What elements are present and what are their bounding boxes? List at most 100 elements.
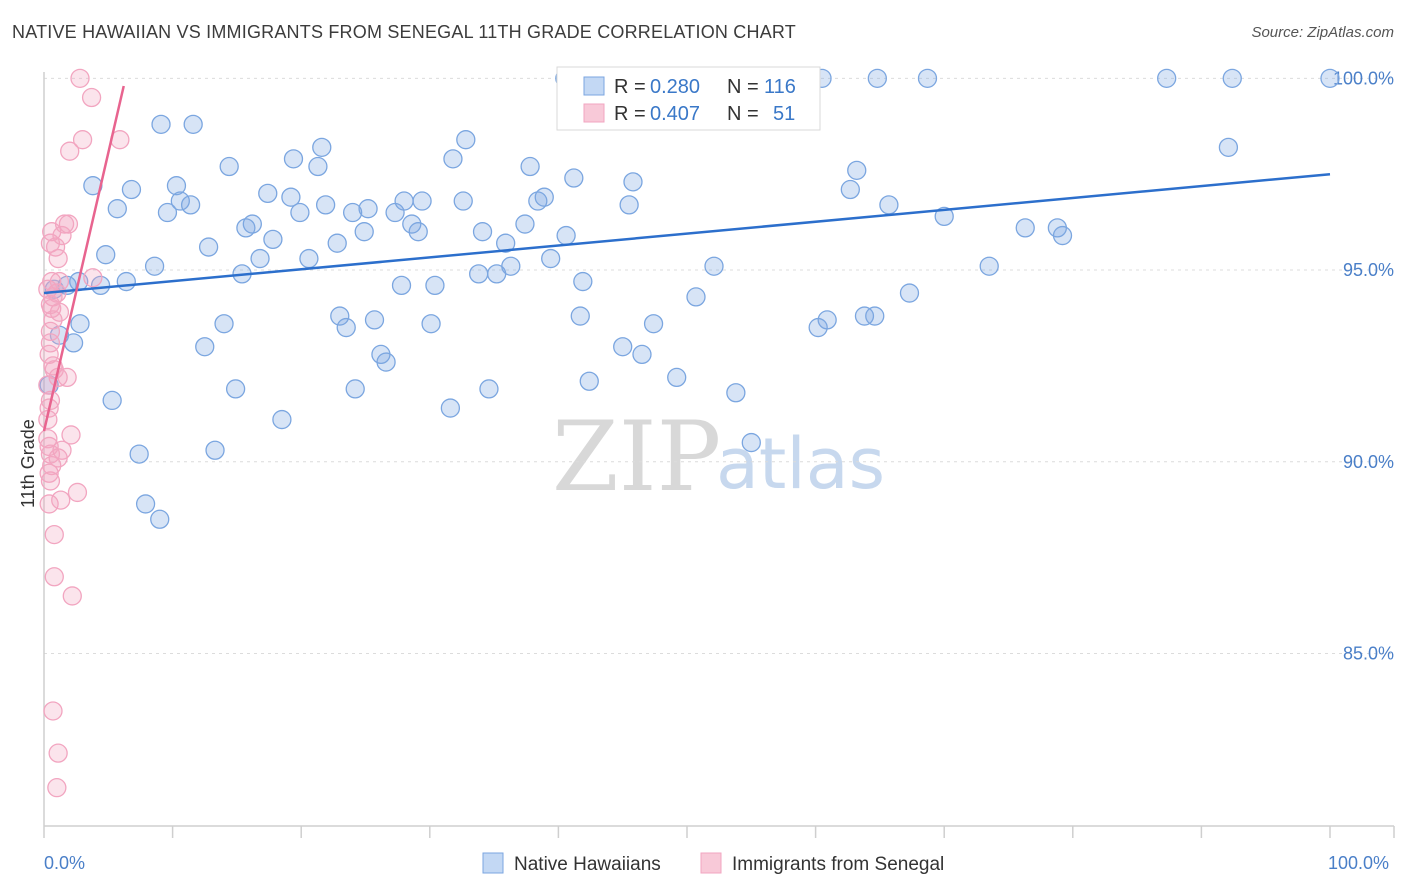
native-hawaiian-point-9 bbox=[96, 245, 116, 265]
native-hawaiian-point-4 bbox=[63, 333, 84, 353]
native-hawaiian-point-50 bbox=[358, 199, 378, 219]
senegal-point-43 bbox=[51, 490, 71, 510]
native-hawaiian-point-84 bbox=[623, 172, 643, 192]
legend-r-label-1: R = bbox=[614, 76, 646, 98]
senegal-point-42 bbox=[67, 482, 88, 503]
native-hawaiian-point-13 bbox=[121, 179, 142, 200]
native-hawaiian-point-67 bbox=[472, 222, 493, 242]
native-hawaiian-point-29 bbox=[225, 379, 246, 399]
legend-r-value-2: 0.407 bbox=[650, 103, 700, 125]
native-hawaiian-point-37 bbox=[281, 187, 301, 207]
native-hawaiian-point-22 bbox=[180, 195, 201, 215]
native-hawaiian-point-48 bbox=[345, 379, 365, 399]
native-hawaiian-point-109 bbox=[917, 68, 938, 88]
senegal-point-49 bbox=[48, 743, 68, 763]
senegal-point-10 bbox=[45, 237, 66, 257]
native-hawaiian-point-73 bbox=[520, 156, 540, 177]
native-hawaiian-point-106 bbox=[1320, 68, 1340, 88]
bottom-legend-native-hawaiians: Native Hawaiians bbox=[514, 854, 661, 875]
native-hawaiian-point-33 bbox=[250, 248, 270, 269]
x-ticks bbox=[43, 826, 1395, 838]
senegal-point-46 bbox=[44, 567, 64, 587]
native-hawaiian-trendline bbox=[43, 172, 1331, 295]
chart-title: NATIVE HAWAIIAN VS IMMIGRANTS FROM SENEG… bbox=[12, 22, 796, 42]
native-hawaiian-point-5 bbox=[70, 314, 90, 334]
legend-n-value-1: 116 bbox=[764, 76, 796, 98]
native-hawaiian-point-28 bbox=[219, 156, 239, 177]
bottom-legend-senegal: Immigrants from Senegal bbox=[732, 854, 944, 875]
legend-swatch-native-hawaiians bbox=[583, 76, 605, 96]
native-hawaiian-point-57 bbox=[402, 214, 422, 234]
native-hawaiian-point-10 bbox=[102, 390, 122, 411]
native-hawaiian-point-23 bbox=[183, 114, 203, 135]
senegal-point-48 bbox=[43, 701, 63, 721]
native-hawaiian-point-66 bbox=[469, 264, 489, 284]
native-hawaiian-point-87 bbox=[667, 367, 687, 388]
native-hawaiian-point-44 bbox=[327, 233, 347, 253]
senegal-point-1 bbox=[81, 87, 102, 108]
source-label: Source: ZipAtlas.com bbox=[1251, 24, 1394, 41]
native-hawaiian-point-83 bbox=[619, 195, 639, 215]
native-hawaiian-point-75 bbox=[534, 187, 554, 207]
stats-legend: R = 0.280 N = 116 R = 0.407 N = 51 bbox=[556, 66, 821, 131]
native-hawaiian-point-36 bbox=[272, 409, 292, 430]
bottom-legend-swatch-senegal bbox=[700, 852, 722, 874]
senegal-point-21 bbox=[43, 310, 63, 330]
native-hawaiian-point-101 bbox=[979, 256, 999, 276]
native-hawaiian-point-25 bbox=[198, 237, 219, 257]
native-hawaiian-point-60 bbox=[421, 314, 441, 334]
trend-lines bbox=[42, 85, 1331, 432]
senegal-point-4 bbox=[60, 141, 80, 161]
y-tick-labels: 85.0% 90.0% 95.0% 100.0% bbox=[1333, 68, 1394, 663]
native-hawaiian-point-17 bbox=[150, 509, 170, 529]
legend-n-label-1: N = bbox=[727, 76, 759, 98]
native-hawaiian-point-65 bbox=[456, 130, 476, 150]
senegal-point-12 bbox=[83, 268, 103, 288]
native-hawaiian-point-14 bbox=[129, 444, 149, 464]
native-hawaiian-point-102 bbox=[1015, 218, 1035, 238]
senegal-point-33 bbox=[61, 425, 81, 445]
native-hawaiian-point-110 bbox=[867, 68, 887, 88]
native-hawaiian-point-99 bbox=[899, 283, 920, 303]
x-tick-label-min: 0.0% bbox=[44, 853, 85, 873]
native-hawaiian-point-76 bbox=[541, 248, 561, 269]
senegal-point-45 bbox=[44, 524, 64, 545]
senegal-point-22 bbox=[40, 321, 61, 342]
data-points bbox=[38, 68, 1340, 798]
native-hawaiian-point-43 bbox=[315, 195, 336, 215]
legend-r-value-1: 0.280 bbox=[650, 76, 700, 98]
native-hawaiian-point-63 bbox=[443, 149, 463, 169]
native-hawaiian-point-18 bbox=[151, 114, 171, 135]
native-hawaiian-point-8 bbox=[90, 275, 111, 296]
senegal-point-8 bbox=[52, 225, 72, 246]
native-hawaiian-point-79 bbox=[570, 306, 590, 326]
native-hawaiian-point-59 bbox=[412, 191, 432, 211]
native-hawaiian-point-35 bbox=[263, 229, 283, 250]
native-hawaiian-point-49 bbox=[354, 222, 374, 242]
native-hawaiian-point-82 bbox=[613, 337, 633, 357]
native-hawaiian-point-88 bbox=[686, 287, 706, 307]
senegal-trendline bbox=[42, 85, 125, 432]
native-hawaiian-point-104 bbox=[1052, 225, 1073, 246]
native-hawaiian-point-41 bbox=[308, 156, 328, 177]
bottom-legend-swatch-native-hawaiians bbox=[482, 852, 504, 874]
senegal-point-11 bbox=[48, 248, 68, 269]
native-hawaiian-point-62 bbox=[440, 398, 461, 418]
native-hawaiian-point-39 bbox=[290, 202, 310, 223]
native-hawaiian-point-68 bbox=[479, 379, 499, 399]
native-hawaiian-point-107 bbox=[1222, 68, 1242, 88]
native-hawaiian-point-86 bbox=[643, 314, 664, 334]
y-tick-label-95: 95.0% bbox=[1343, 260, 1394, 280]
native-hawaiian-point-21 bbox=[170, 191, 190, 211]
native-hawaiian-point-97 bbox=[865, 306, 885, 326]
legend-n-value-2: 51 bbox=[773, 103, 795, 125]
native-hawaiian-point-55 bbox=[391, 275, 412, 296]
native-hawaiian-point-108 bbox=[1157, 68, 1177, 88]
native-hawaiian-point-94 bbox=[840, 179, 860, 200]
senegal-point-39 bbox=[42, 455, 62, 476]
senegal-point-44 bbox=[39, 494, 59, 514]
senegal-point-38 bbox=[48, 448, 68, 468]
native-hawaiian-point-40 bbox=[299, 248, 319, 269]
native-hawaiian-point-77 bbox=[556, 225, 576, 246]
watermark-zip: ZIP bbox=[552, 401, 721, 513]
